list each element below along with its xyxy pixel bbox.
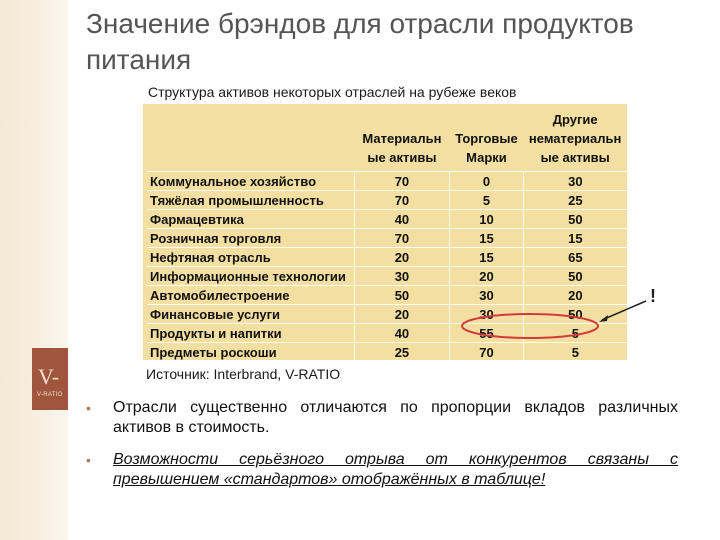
table-row: Предметы роскоши 25 70 5 xyxy=(147,342,627,362)
row-industry-label: Финансовые услуги xyxy=(147,304,355,324)
row-value-cell: 50 xyxy=(523,266,627,286)
table-row: Фармацевтика 40 10 50 xyxy=(147,209,627,229)
row-value-cell: 20 xyxy=(354,304,451,324)
table-caption: Структура активов некоторых отраслей на … xyxy=(148,84,517,100)
row-value-cell: 5 xyxy=(449,190,524,210)
table-row: Нефтяная отрасль 20 15 65 xyxy=(147,247,627,267)
table-row: Тяжёлая промышленность 70 5 25 xyxy=(147,190,627,210)
table-row: Продукты и напитки 40 55 5 xyxy=(147,323,627,343)
row-value-cell: 15 xyxy=(449,228,524,248)
row-value-cell: 70 xyxy=(354,190,451,210)
table-row: Автомобилестроение 50 30 20 xyxy=(147,285,627,305)
logo-caption: V-RATIO xyxy=(37,392,63,398)
bullet-text: Отрасли существенно отличаются по пропор… xyxy=(113,399,678,436)
row-value-cell: 15 xyxy=(523,228,627,248)
table-row: Коммунальное хозяйство 70 0 30 xyxy=(147,171,627,191)
logo-mark: V- xyxy=(38,364,60,389)
row-value-cell: 50 xyxy=(523,304,627,324)
table-row: Розничная торговля 70 15 15 xyxy=(147,228,627,248)
vratio-logo: V- V-RATIO xyxy=(32,348,68,410)
bullet-item: • Отрасли существенно отличаются по проп… xyxy=(86,398,678,438)
row-value-cell: 20 xyxy=(523,285,627,305)
header-tangible-assets: Материальн ые активы xyxy=(354,110,450,172)
row-industry-label: Продукты и напитки xyxy=(147,323,355,343)
left-decorative-band xyxy=(0,0,68,540)
row-industry-label: Предметы роскоши xyxy=(147,342,355,362)
table-header-row: Материальн ые активы Торговые Марки Друг… xyxy=(147,110,627,172)
header-brands: Торговые Марки xyxy=(449,110,524,172)
row-value-cell: 65 xyxy=(523,247,627,267)
exclamation-mark: ! xyxy=(650,286,656,306)
row-value-cell: 25 xyxy=(354,342,451,362)
row-industry-label: Информационные технологии xyxy=(147,266,355,286)
bullet-item: • Возможности серьёзного отрыва от конку… xyxy=(86,450,678,490)
row-industry-label: Автомобилестроение xyxy=(147,285,355,305)
row-value-cell: 40 xyxy=(354,323,451,343)
row-value-cell: 0 xyxy=(449,171,524,191)
row-value-cell: 30 xyxy=(449,285,524,305)
asset-structure-table: Материальн ые активы Торговые Марки Друг… xyxy=(147,110,627,362)
row-industry-label: Нефтяная отрасль xyxy=(147,247,355,267)
row-value-cell: 50 xyxy=(354,285,451,305)
table-row: Информационные технологии 30 20 50 xyxy=(147,266,627,286)
row-industry-label: Коммунальное хозяйство xyxy=(147,171,355,191)
row-value-cell: 5 xyxy=(523,342,627,362)
pointer-arrow xyxy=(601,300,647,321)
row-value-cell: 20 xyxy=(354,247,451,267)
row-value-cell: 70 xyxy=(354,228,451,248)
row-value-cell: 10 xyxy=(449,209,524,229)
asset-structure-table-panel: Материальн ые активы Торговые Марки Друг… xyxy=(143,104,627,362)
header-other-intangibles: Другие нематериальн ые активы xyxy=(523,110,627,172)
row-value-cell: 70 xyxy=(449,342,524,362)
pointer-arrowhead xyxy=(599,315,608,322)
table-row: Финансовые услуги 20 30 50 xyxy=(147,304,627,324)
row-value-cell: 30 xyxy=(523,171,627,191)
bullet-text-emphasis: Возможности серьёзного отрыва от конкуре… xyxy=(113,451,678,488)
row-value-cell: 40 xyxy=(354,209,451,229)
bullet-marker-icon: • xyxy=(86,400,91,416)
row-industry-label: Розничная торговля xyxy=(147,228,355,248)
row-value-cell: 50 xyxy=(523,209,627,229)
row-industry-label: Фармацевтика xyxy=(147,209,355,229)
highlight-ellipse xyxy=(461,313,599,339)
row-value-cell: 25 xyxy=(523,190,627,210)
slide-title: Значение брэндов для отрасли продуктов п… xyxy=(86,8,634,75)
row-value-cell: 15 xyxy=(449,247,524,267)
row-value-cell: 20 xyxy=(449,266,524,286)
row-industry-label: Тяжёлая промышленность xyxy=(147,190,355,210)
bullet-marker-icon: • xyxy=(86,452,91,468)
row-value-cell: 30 xyxy=(354,266,451,286)
row-value-cell: 70 xyxy=(354,171,451,191)
header-industry xyxy=(147,110,355,172)
table-body: Коммунальное хозяйство 70 0 30 Тяжёлая промы… xyxy=(147,171,627,362)
source-note: Источник: Interbrand, V-RATIO xyxy=(146,366,341,382)
